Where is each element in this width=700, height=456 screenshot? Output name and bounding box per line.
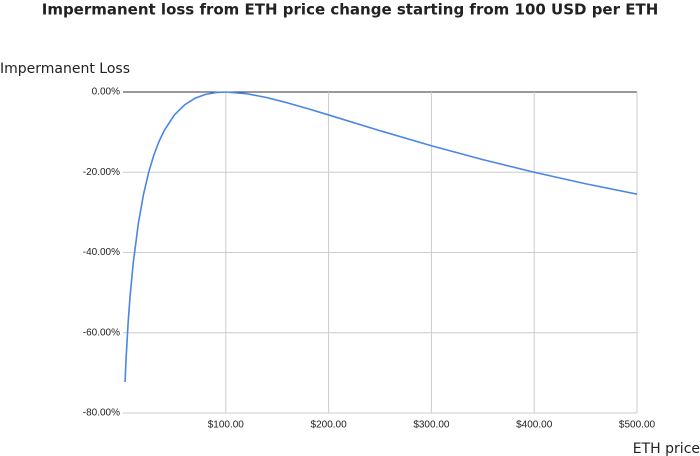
chart-title: Impermanent loss from ETH price change s… [42,1,659,19]
x-tick-label: $300.00 [413,420,450,431]
x-tick-label: $100.00 [208,420,245,431]
y-tick-label: 0.00% [92,87,120,98]
x-tick-label: $400.00 [516,420,553,431]
x-axis-label: ETH price [633,441,700,456]
y-tick-label: -60.00% [83,327,120,338]
line-series [124,91,638,383]
y-tick-label: -20.00% [83,167,120,178]
y-axis-label: Impermanent Loss [0,61,130,77]
x-tick-label: $500.00 [619,420,656,431]
y-tick-label: -80.00% [83,408,120,419]
y-tick-label: -40.00% [83,247,120,258]
x-tick-label: $200.00 [311,420,348,431]
